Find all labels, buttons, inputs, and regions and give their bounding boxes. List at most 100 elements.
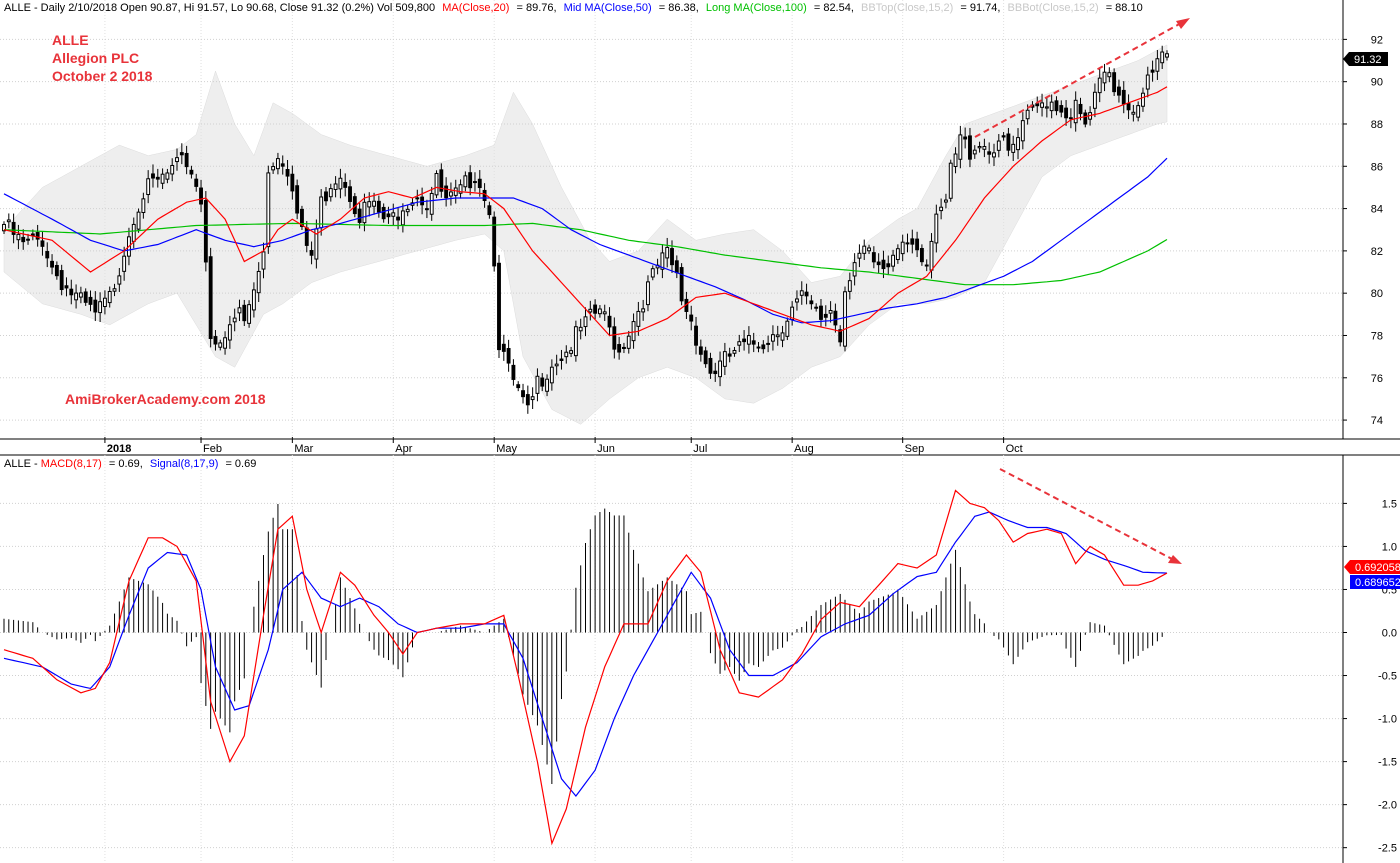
candle-body: [362, 201, 367, 224]
candle-body: [266, 172, 271, 248]
candle-body: [823, 313, 828, 318]
price-axis: 74 76 78 80 82 84 86 88 90 92: [1343, 34, 1383, 427]
candle-body: [98, 301, 103, 314]
candle-body: [175, 157, 179, 163]
candle-body: [1131, 111, 1136, 115]
candle-body: [573, 326, 578, 357]
candle-body: [679, 267, 684, 302]
month-label: Oct: [1006, 443, 1023, 455]
candle-body: [497, 262, 501, 351]
candle-body: [953, 153, 958, 167]
price-tick-label: 76: [1371, 373, 1383, 385]
candle-body: [35, 232, 40, 240]
candle-body: [641, 308, 646, 313]
candle-body: [367, 201, 372, 208]
macd-tick-label: 1.0: [1382, 541, 1397, 553]
candle-body: [756, 346, 761, 349]
candle-body: [463, 175, 468, 188]
candle-body: [737, 341, 742, 346]
candle-body: [694, 325, 698, 346]
candle-body: [271, 166, 276, 171]
candle-body: [626, 335, 631, 349]
candle-body: [309, 250, 314, 256]
candle-body: [530, 396, 535, 401]
candle-body: [1020, 120, 1025, 142]
ma20-line: [3, 86, 1168, 337]
candle-body: [881, 259, 886, 270]
candle-body: [785, 320, 790, 337]
candle-body: [1097, 77, 1102, 94]
ma100-line: [3, 222, 1168, 286]
candle-body: [843, 291, 847, 347]
candle-body: [1049, 101, 1054, 112]
bbtop-label: BBTop(Close,15,2): [861, 2, 953, 14]
month-label: Jul: [693, 443, 707, 455]
candle-body: [107, 290, 112, 304]
candle-body: [622, 346, 626, 349]
candle-body: [290, 173, 295, 192]
macd-tag-value: 0.692058: [1355, 562, 1400, 574]
candle-body: [847, 280, 852, 292]
ma50-value: = 86.38,: [659, 2, 699, 14]
candle-body: [545, 378, 549, 392]
candle-body: [477, 178, 482, 189]
candle-body: [910, 238, 915, 245]
candle-body: [713, 370, 718, 375]
candle-body: [199, 187, 203, 205]
candle-body: [766, 342, 771, 345]
candle-body: [809, 300, 814, 305]
candle-body: [934, 213, 939, 244]
candle-body: [405, 208, 410, 213]
bb-fill: [3, 44, 1168, 425]
candle-body: [300, 208, 304, 227]
candle-body: [381, 206, 386, 220]
candle-body: [328, 188, 333, 198]
candle-body: [1121, 89, 1126, 105]
candle-body: [1059, 105, 1064, 113]
candle-body: [376, 200, 381, 213]
candle-body: [415, 197, 420, 200]
candle-body: [814, 306, 819, 309]
candle-body: [1160, 51, 1165, 64]
candle-body: [21, 236, 26, 243]
macd-tick-label: -2.0: [1378, 800, 1397, 812]
ma50-label: Mid MA(Close,50): [564, 2, 652, 14]
ma50-line: [3, 157, 1168, 324]
price-tick-label: 88: [1371, 119, 1383, 131]
candle-body: [833, 310, 838, 326]
candle-body: [1136, 105, 1141, 118]
bbbot-value: = 88.10: [1106, 2, 1143, 14]
candle-body: [88, 296, 93, 305]
watermark: AmiBrokerAcademy.com 2018: [65, 391, 266, 407]
candle-body: [525, 394, 530, 406]
candle-body: [578, 326, 583, 332]
candle-body: [251, 289, 256, 311]
candle-body: [919, 248, 924, 263]
candle-body: [1011, 143, 1016, 153]
candle-body: [501, 343, 506, 352]
candle-body: [588, 308, 593, 313]
candle-body: [69, 288, 74, 296]
candle-body: [516, 384, 521, 389]
candle-body: [799, 290, 804, 296]
moving-averages: [3, 86, 1168, 337]
candle-body: [746, 335, 751, 345]
candle-body: [929, 240, 934, 271]
candle-body: [473, 181, 477, 184]
candle-body: [1025, 109, 1030, 120]
candle-body: [968, 135, 972, 160]
candle-body: [867, 247, 871, 252]
macd-tick-label: -1.0: [1378, 714, 1397, 726]
candle-body: [449, 191, 453, 197]
candle-body: [102, 297, 107, 308]
candle-body: [607, 315, 612, 328]
candle-body: [333, 183, 338, 190]
candle-body: [593, 304, 598, 314]
macd-header-prefix: ALLE -: [4, 458, 41, 470]
price-tick-label: 74: [1371, 415, 1383, 427]
candle-body: [1102, 71, 1107, 84]
price-header: ALLE - Daily 2/10/2018 Open 90.87, Hi 91…: [4, 2, 1143, 14]
candle-body: [1040, 102, 1044, 108]
candle-body: [602, 311, 607, 315]
ma100-label: Long MA(Close,100): [706, 2, 807, 14]
